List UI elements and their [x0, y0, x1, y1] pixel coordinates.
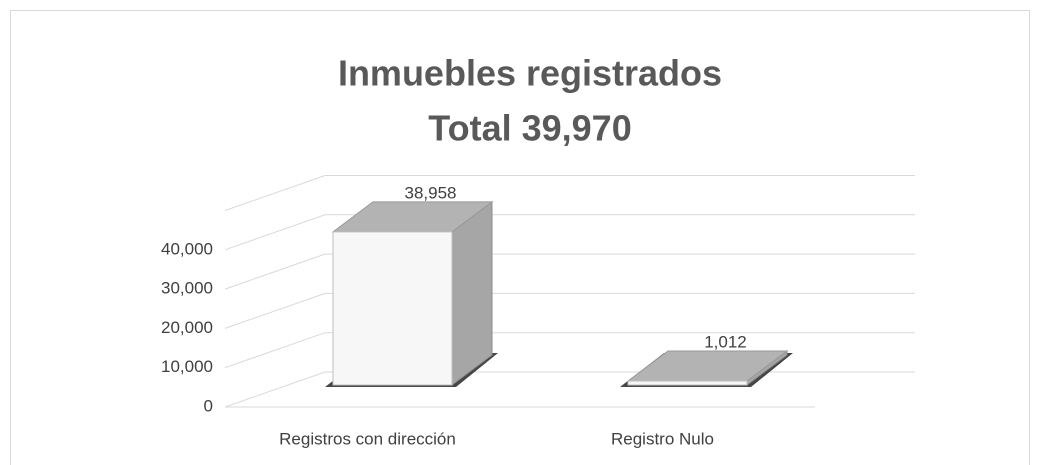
x-tick-label: Registro Nulo [611, 429, 714, 448]
y-tick-label: 20,000 [161, 318, 213, 337]
y-tick-label: 40,000 [161, 239, 213, 258]
chart-subtitle: Total 39,970 [428, 108, 631, 149]
bar [332, 231, 453, 386]
grid-line [224, 332, 915, 369]
y-tick-label: 10,000 [161, 357, 213, 376]
grid-line [224, 253, 915, 290]
grid-line [224, 175, 915, 211]
value-label: 1,012 [704, 333, 747, 352]
y-tick-label: 0 [204, 396, 213, 415]
bar-side [451, 200, 493, 386]
chart-frame [10, 10, 1030, 465]
y-tick-label: 30,000 [161, 279, 213, 298]
chart-title: Inmuebles registrados [338, 53, 722, 94]
bar [627, 380, 748, 386]
grid-line [224, 292, 915, 329]
x-tick-label: Registros con dirección [279, 429, 456, 448]
grid-line [224, 214, 915, 251]
value-label: 38,958 [405, 183, 457, 202]
